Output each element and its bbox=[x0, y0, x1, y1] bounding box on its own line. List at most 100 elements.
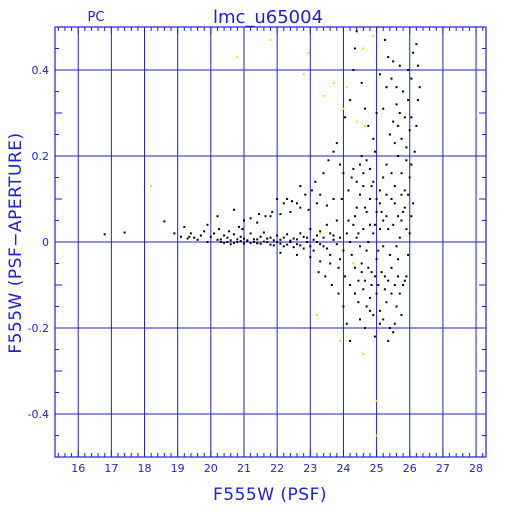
data-point bbox=[378, 189, 381, 192]
data-point bbox=[352, 167, 355, 170]
data-point bbox=[359, 193, 361, 196]
data-point bbox=[206, 223, 209, 226]
data-point bbox=[292, 246, 295, 249]
data-point bbox=[393, 142, 396, 145]
data-point bbox=[354, 215, 356, 218]
data-point bbox=[335, 142, 338, 145]
x-tick-label: 18 bbox=[138, 462, 152, 475]
y-tick-label: 0 bbox=[42, 236, 49, 249]
flagged-data-point bbox=[307, 51, 310, 54]
data-point bbox=[387, 339, 390, 342]
data-point bbox=[383, 38, 386, 41]
data-point bbox=[354, 292, 356, 295]
data-point bbox=[400, 219, 403, 222]
data-point bbox=[372, 137, 375, 140]
data-point bbox=[279, 238, 282, 241]
data-point bbox=[319, 193, 322, 196]
data-point bbox=[339, 236, 342, 239]
data-point bbox=[322, 236, 325, 239]
data-point bbox=[279, 251, 282, 254]
data-point bbox=[400, 193, 403, 196]
data-point bbox=[325, 247, 328, 250]
data-point bbox=[238, 225, 240, 228]
data-point bbox=[362, 172, 365, 175]
data-point bbox=[410, 215, 413, 218]
data-point bbox=[375, 258, 378, 261]
data-point bbox=[407, 69, 410, 71]
flagged-data-point bbox=[150, 185, 153, 188]
data-point bbox=[286, 198, 289, 200]
data-point bbox=[276, 198, 279, 200]
data-point bbox=[291, 200, 293, 203]
data-point bbox=[393, 202, 396, 205]
data-point bbox=[367, 266, 370, 269]
data-point bbox=[309, 256, 312, 259]
x-tick-label: 22 bbox=[270, 462, 284, 475]
data-point bbox=[337, 292, 340, 295]
data-point bbox=[400, 314, 403, 317]
x-tick-labels: 16 17 18 19 20 21 22 23 24 25 26 27 28 bbox=[71, 462, 483, 475]
data-point bbox=[369, 309, 371, 312]
data-point bbox=[408, 176, 411, 179]
data-point bbox=[354, 266, 356, 269]
data-point bbox=[373, 223, 376, 226]
data-point bbox=[349, 241, 352, 243]
data-point bbox=[199, 234, 202, 237]
data-point bbox=[369, 223, 371, 226]
data-point bbox=[314, 180, 317, 183]
data-point bbox=[319, 230, 322, 233]
data-point bbox=[369, 167, 371, 170]
data-point bbox=[395, 245, 398, 248]
data-point bbox=[365, 249, 368, 252]
data-point bbox=[312, 238, 315, 241]
data-point bbox=[299, 185, 302, 188]
data-point bbox=[365, 210, 368, 213]
data-point bbox=[322, 245, 325, 248]
data-point bbox=[349, 99, 352, 102]
data-point bbox=[319, 260, 322, 263]
data-point bbox=[378, 322, 381, 325]
data-point bbox=[289, 241, 292, 243]
x-tick-label: 26 bbox=[403, 462, 417, 475]
data-point bbox=[355, 206, 358, 209]
data-point bbox=[359, 318, 361, 321]
data-point bbox=[369, 198, 371, 200]
data-point bbox=[402, 90, 405, 93]
flagged-data-point bbox=[269, 38, 272, 41]
data-point bbox=[233, 233, 235, 236]
data-point bbox=[339, 163, 342, 166]
data-point bbox=[417, 99, 419, 102]
data-point bbox=[382, 176, 385, 179]
x-tick-label: 20 bbox=[204, 462, 218, 475]
data-point bbox=[259, 242, 262, 245]
data-point bbox=[392, 223, 395, 226]
data-point bbox=[407, 193, 410, 196]
x-tick-label: 23 bbox=[303, 462, 317, 475]
data-point bbox=[390, 198, 393, 200]
data-point bbox=[357, 232, 360, 235]
data-point bbox=[385, 86, 388, 89]
data-point bbox=[398, 236, 401, 239]
data-point bbox=[302, 235, 305, 238]
data-point bbox=[342, 172, 345, 175]
data-point bbox=[378, 73, 381, 76]
data-point bbox=[393, 322, 396, 325]
data-point bbox=[249, 232, 252, 235]
data-point bbox=[296, 202, 298, 205]
flagged-data-point bbox=[372, 34, 375, 37]
data-point bbox=[418, 86, 421, 89]
data-point bbox=[350, 253, 353, 256]
data-point bbox=[252, 241, 255, 243]
data-point bbox=[330, 284, 333, 286]
x-tick-label: 19 bbox=[171, 462, 185, 475]
data-point bbox=[385, 215, 388, 218]
data-point bbox=[345, 232, 348, 235]
data-point bbox=[252, 238, 255, 241]
x-tick-label: 17 bbox=[104, 462, 118, 475]
data-point bbox=[279, 242, 282, 245]
data-point bbox=[382, 245, 385, 248]
x-tick-label: 16 bbox=[71, 462, 85, 475]
data-point bbox=[377, 284, 380, 286]
data-point bbox=[266, 237, 269, 240]
